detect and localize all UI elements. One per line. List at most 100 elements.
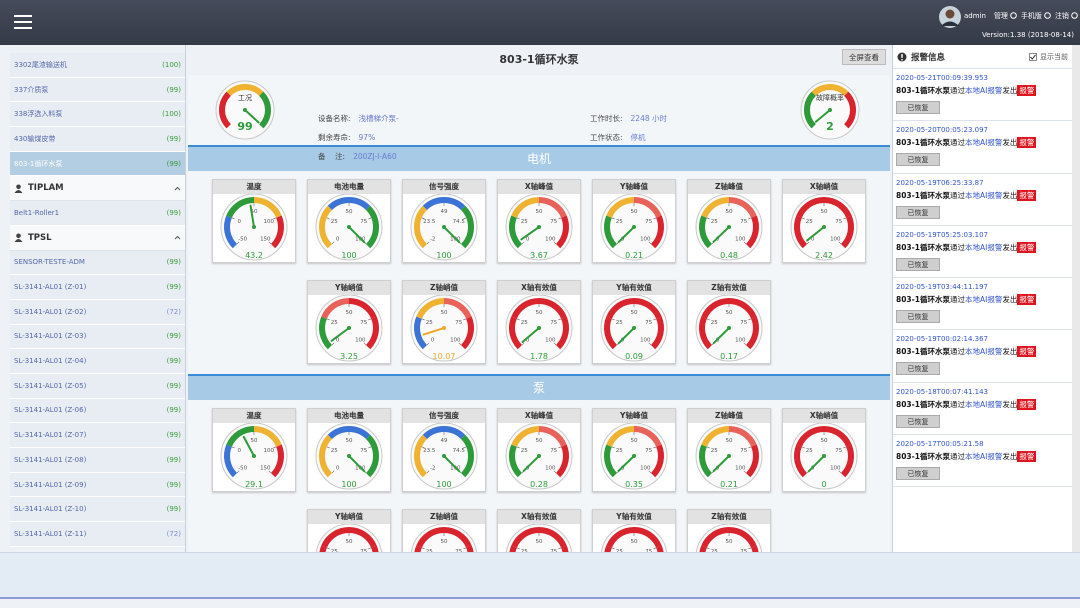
restore-button[interactable]: 已恢复 [896, 310, 940, 324]
sidebar-item[interactable]: SL-3141-AL01 (Z-04) (99) [10, 349, 185, 374]
gauge: 0 25 50 75 100 3.67 [505, 193, 573, 261]
field-value: 97% [358, 133, 376, 142]
gauge-tick [748, 547, 752, 550]
info-field: 剩余寿命: 97% [318, 132, 375, 143]
sidebar-item[interactable]: SL-3141-AL01 (Z-09) (99) [10, 472, 185, 498]
gauge-band [606, 426, 635, 447]
sidebar-item[interactable]: SENSOR-TESTE-ADM (99) [10, 250, 185, 276]
sidebar-item[interactable]: 3302尾渣输送机 (100) [10, 53, 185, 78]
field-label: 备 注: [318, 152, 346, 161]
menu-button[interactable] [12, 12, 34, 32]
sidebar-item[interactable]: SL-3141-AL01 (Z-08) (99) [10, 448, 185, 473]
needle-hub [727, 225, 731, 229]
item-count: (99) [166, 505, 181, 514]
sidebar-item[interactable]: SL-3141-AL01 (Z-06) (99) [10, 398, 185, 424]
item-count: (99) [166, 431, 181, 440]
item-count: (99) [166, 455, 181, 464]
gauge-band [259, 91, 271, 129]
gauge-tick-label: 75 [360, 219, 367, 225]
sidebar-item[interactable]: Belt1-Roller1 (99) [10, 201, 185, 226]
restore-button[interactable]: 已恢复 [896, 362, 940, 376]
alert-time: 2020-05-18T00:07:41.143 [896, 387, 988, 396]
gauge-band [511, 426, 540, 447]
gauge-card: 温度 -50 0 50 100 150 43.2 [212, 179, 296, 263]
gauge-title: Y轴峰值 [593, 180, 675, 194]
gauge-band [327, 197, 371, 211]
gauge-title: Z轴有效值 [688, 510, 770, 524]
gauge-tick [426, 342, 430, 346]
gauge-band [728, 197, 757, 218]
sidebar-item[interactable]: SL-3141-AL01 (Z-02) (72) [10, 299, 185, 325]
sidebar-item[interactable]: SL-3141-AL01 (Z-11) (72) [10, 522, 185, 547]
gauge-band [224, 215, 238, 249]
message-part: 本地AI报警 [965, 86, 1003, 95]
alert-message: 803-1循环水泵通过本地AI报警发出 报警 [896, 293, 1069, 307]
gauge-tick-label: 0 [336, 236, 340, 242]
sidebar-group[interactable]: TPSL [10, 225, 185, 251]
alert-item: 2020-05-17T00:05:21.58 803-1循环水泵通过本地AI报警发… [893, 435, 1072, 488]
alert-item: 2020-05-19T06:25:33.87 803-1循环水泵通过本地AI报警发… [893, 174, 1072, 226]
gauge-tick-label: 25 [711, 320, 718, 326]
alert-message: 803-1循环水泵通过本地AI报警发出 报警 [896, 189, 1069, 203]
gauge-band [416, 527, 445, 548]
gauge-tick-label: 50 [346, 438, 353, 444]
restore-button[interactable]: 已恢复 [896, 153, 940, 167]
gauge-tick-label: 0 [526, 337, 530, 343]
gauge-tick [553, 470, 557, 474]
needle-hub [632, 454, 636, 458]
sidebar-item[interactable]: SL-3141-AL01 (Z-07) (99) [10, 423, 185, 448]
gauge-value: 0 [821, 480, 826, 489]
restore-button[interactable]: 已恢复 [896, 205, 940, 219]
gauge-band [561, 545, 569, 552]
alert-icon [897, 52, 907, 61]
needle-hub [727, 326, 731, 330]
icon-shape [1044, 12, 1051, 19]
needle-hub [537, 454, 541, 458]
gauge-card: X轴峰值 0 25 50 75 100 0.28 [497, 408, 581, 492]
gauge: 0255075100100 [315, 422, 383, 490]
gauge-band [606, 527, 635, 548]
gauge-tick-label: 75 [360, 448, 367, 454]
sidebar-item[interactable]: SL-3141-AL01 (Z-01) (99) [10, 275, 185, 300]
needle-hub [828, 108, 832, 112]
sidebar-item[interactable]: SL-3141-AL01 (Z-10) (99) [10, 497, 185, 523]
sidebar-item[interactable]: 803-1循环水泵 (99) [10, 151, 185, 177]
gauge-tick-label: 75 [455, 320, 462, 326]
message-part: 发出 [1002, 138, 1018, 148]
message-part: 通过 [950, 452, 965, 462]
fullscreen-button[interactable]: 全屏查看 [842, 49, 886, 65]
link-icon [1044, 12, 1051, 19]
header-link[interactable]: 管理 [993, 12, 1008, 20]
gauge-band [538, 426, 567, 447]
gauge-tick-label: 25 [331, 549, 338, 552]
item-name: Belt1-Roller1 [14, 208, 60, 217]
sidebar-item[interactable]: SL-3141-AL01 (Z-03) (99) [10, 324, 185, 350]
scrollbar[interactable] [1072, 45, 1080, 552]
item-count: (99) [166, 480, 181, 489]
restore-button[interactable]: 已恢复 [896, 101, 940, 114]
gauge-tick-label: 75 [835, 219, 842, 225]
message-part: 通过 [950, 190, 965, 200]
sidebar-item[interactable]: 337介质泵 (99) [10, 77, 185, 103]
gauge-value: 100 [341, 480, 356, 489]
gauge-tick [231, 217, 235, 220]
item-name: 430输煤皮带 [14, 134, 56, 143]
header-link[interactable]: 注销 [1054, 12, 1069, 20]
link-icon [1010, 12, 1017, 19]
header-link[interactable]: 手机版 [1020, 12, 1042, 20]
sidebar-item[interactable]: 430输煤皮带 (99) [10, 127, 185, 152]
alert-time: 2020-05-17T00:05:21.58 [896, 440, 984, 449]
gauge-band [321, 527, 350, 548]
sidebar-group[interactable]: TIPLAM [10, 176, 185, 202]
sidebar-item[interactable]: 338浮选入料泵 (100) [10, 102, 185, 128]
restore-button[interactable]: 已恢复 [896, 467, 940, 481]
sidebar-item[interactable]: SL-3141-AL01 (Z-05) (99) [10, 373, 185, 399]
restore-button[interactable]: 已恢复 [896, 257, 940, 271]
device-title: 803-1循环水泵 [499, 53, 579, 66]
restore-button[interactable]: 已恢复 [896, 414, 940, 428]
toggle-checkbox[interactable] [1029, 52, 1037, 61]
gauge-tick [843, 446, 847, 449]
gauge-band [422, 426, 466, 440]
